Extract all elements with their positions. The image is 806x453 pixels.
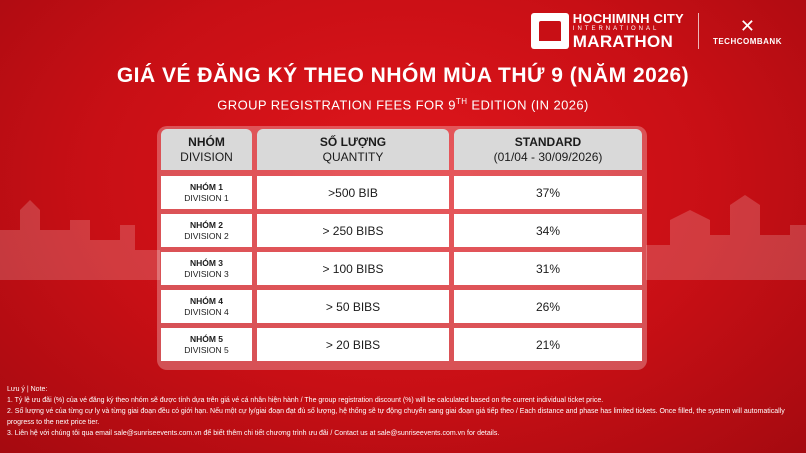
discount-cell: 26% [454,290,642,323]
quantity-cell: > 50 BIBS [257,290,449,323]
division-cell: NHÓM 3 DIVISION 3 [161,252,252,285]
division-vn: NHÓM 2 [189,219,224,230]
division-vn: NHÓM 5 [189,333,224,344]
header-logos: HOCHIMINH CITY INTERNATIONAL MARATHON ✕ … [530,11,782,51]
discount-cell: 34% [454,214,642,247]
division-vn: NHÓM 4 [189,295,224,306]
logo-line-1: HOCHIMINH CITY [572,11,684,26]
header-division-vn: NHÓM [188,134,225,149]
logo-line-3: MARATHON [572,32,674,51]
division-vn: NHÓM 3 [189,257,224,268]
header-standard-vn: STANDARD [514,134,582,149]
marathon-logo: HOCHIMINH CITY INTERNATIONAL MARATHON [530,11,684,51]
division-cell: NHÓM 2 DIVISION 2 [161,214,252,247]
division-en: DIVISION 4 [184,306,229,317]
division-cell: NHÓM 4 DIVISION 4 [161,290,252,323]
division-en: DIVISION 5 [184,344,229,355]
quantity-cell: > 250 BIBS [257,214,449,247]
notes-heading: Lưu ý | Note: [7,386,48,393]
division-en: DIVISION 3 [184,268,229,279]
techcombank-mark-icon: ✕ [739,15,756,36]
header-division-en: DIVISION [180,149,233,164]
quantity-cell: >500 BIB [257,176,449,209]
logo-divider [697,13,699,49]
techcombank-logo: ✕ TECHCOMBANK [713,17,782,46]
note-item: 1. Tỷ lệ ưu đãi (%) của vé đăng ký theo … [7,397,604,404]
landmark-icon [530,13,569,49]
subtitle-text: GROUP REGISTRATION FEES FOR 9 [217,97,456,113]
division-cell: NHÓM 1 DIVISION 1 [161,176,252,209]
quantity-cell: > 20 BIBS [257,328,449,361]
notes-section: Lưu ý | Note: 1. Tỷ lệ ưu đãi (%) của vé… [7,384,799,439]
fee-table: NHÓM DIVISION SỐ LƯỢNG QUANTITY STANDARD… [157,126,647,370]
note-item: 3. Liên hệ với chúng tôi qua email sale@… [7,430,500,437]
quantity-cell: > 100 BIBS [257,252,449,285]
discount-cell: 21% [454,328,642,361]
division-en: DIVISION 1 [184,192,229,203]
header-quantity: SỐ LƯỢNG QUANTITY [257,129,449,170]
division-vn: NHÓM 1 [189,181,224,192]
note-item: 2. Số lượng vé của từng cự ly và từng gi… [7,408,785,426]
header-quantity-vn: SỐ LƯỢNG [319,134,387,149]
discount-cell: 37% [454,176,642,209]
page-title: GIÁ VÉ ĐĂNG KÝ THEO NHÓM MÙA THỨ 9 (NĂM … [116,64,690,87]
header-standard: STANDARD (01/04 - 30/09/2026) [454,129,642,170]
subtitle-superscript: TH [455,97,468,106]
logo-line-2: INTERNATIONAL [572,26,660,32]
sponsor-name: TECHCOMBANK [712,36,782,46]
header-quantity-en: QUANTITY [322,149,384,164]
header-standard-en: (01/04 - 30/09/2026) [493,149,603,164]
discount-cell: 31% [454,252,642,285]
subtitle-text-end: EDITION (IN 2026) [467,97,589,113]
division-en: DIVISION 2 [184,230,229,241]
division-cell: NHÓM 5 DIVISION 5 [161,328,252,361]
page-subtitle: GROUP REGISTRATION FEES FOR 9TH EDITION … [0,97,806,112]
header-division: NHÓM DIVISION [161,129,252,170]
